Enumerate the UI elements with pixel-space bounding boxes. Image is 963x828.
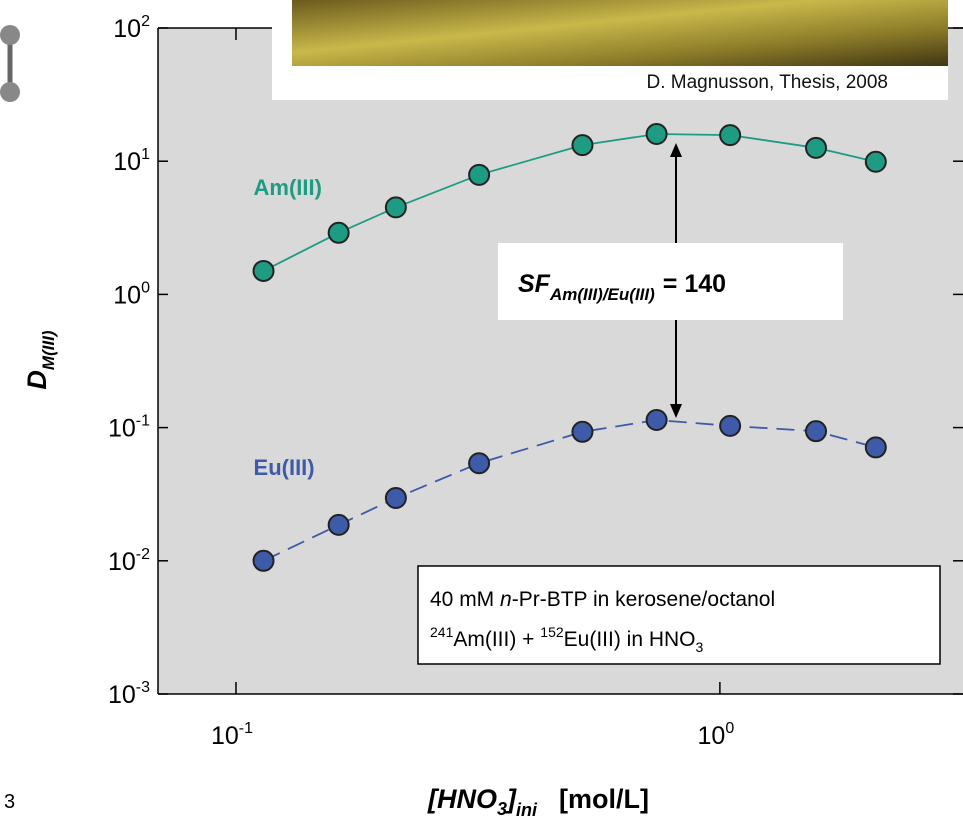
conditions-line: 40 mM n-Pr-BTP in kerosene/octanol bbox=[430, 588, 775, 611]
data-point bbox=[468, 452, 491, 475]
data-point bbox=[327, 221, 350, 244]
sub: 3 bbox=[696, 639, 704, 655]
y-tick-label: 101 bbox=[113, 146, 150, 176]
data-point bbox=[384, 487, 407, 510]
data-point bbox=[252, 549, 275, 572]
y-tick-label: 10-1 bbox=[108, 413, 150, 443]
data-point bbox=[468, 163, 491, 186]
text: Eu(III) in HNO bbox=[564, 628, 696, 651]
y-axis-label: DM(III) bbox=[22, 330, 58, 389]
y-tick-label: 10-2 bbox=[108, 546, 150, 576]
text: [mol/L] bbox=[559, 784, 649, 814]
sf-rest: = 140 bbox=[663, 270, 726, 298]
y-tick-label: 102 bbox=[113, 13, 150, 43]
sub: ini bbox=[516, 800, 538, 820]
data-point bbox=[719, 414, 742, 437]
data-point bbox=[805, 136, 828, 159]
data-point bbox=[252, 259, 275, 282]
x-axis-label: [HNO3]ini [mol/L] bbox=[427, 784, 649, 820]
sf-annotation: SFAm(III)/Eu(III) = 140 bbox=[518, 270, 726, 304]
molecule-icon bbox=[0, 25, 20, 102]
sup: 241 bbox=[430, 624, 454, 640]
text: [HNO bbox=[427, 784, 497, 814]
text: ] bbox=[504, 784, 517, 814]
series-label: Eu(III) bbox=[254, 455, 315, 480]
series-label: Am(III) bbox=[254, 175, 322, 200]
text: Am(III) + bbox=[453, 628, 540, 651]
data-layer bbox=[252, 123, 887, 572]
y-tick-label: 100 bbox=[113, 279, 150, 309]
data-point bbox=[571, 134, 594, 157]
data-point bbox=[864, 150, 887, 173]
text: 40 mM bbox=[430, 588, 500, 611]
photo bbox=[292, 0, 948, 66]
data-point bbox=[864, 436, 887, 459]
sf-sub: Am(III)/Eu(III) bbox=[549, 285, 655, 304]
data-point bbox=[645, 123, 668, 146]
data-point bbox=[645, 409, 668, 432]
sf-box bbox=[498, 243, 843, 320]
citation: D. Magnusson, Thesis, 2008 bbox=[646, 72, 888, 93]
data-point bbox=[327, 513, 350, 536]
data-point bbox=[805, 420, 828, 443]
data-point bbox=[384, 196, 407, 219]
conditions-line: 241Am(III) + 152Eu(III) in HNO3 bbox=[430, 624, 704, 655]
text: D bbox=[22, 370, 52, 390]
text: n bbox=[500, 588, 512, 611]
conditions-box bbox=[417, 565, 941, 665]
y-tick-label: 10-3 bbox=[108, 679, 150, 709]
sup: 152 bbox=[540, 624, 564, 640]
sub: 3 bbox=[497, 799, 507, 819]
data-point bbox=[571, 420, 594, 443]
x-tick-label: 100 bbox=[698, 720, 735, 750]
sf-main: SF bbox=[518, 270, 551, 298]
data-point bbox=[719, 124, 742, 147]
text: -Pr-BTP in kerosene/octanol bbox=[512, 588, 775, 611]
x-tick-label: 10-1 bbox=[211, 720, 253, 750]
sub: M(III) bbox=[39, 330, 58, 370]
series-line bbox=[263, 419, 877, 562]
page-number: 3 bbox=[4, 791, 15, 813]
